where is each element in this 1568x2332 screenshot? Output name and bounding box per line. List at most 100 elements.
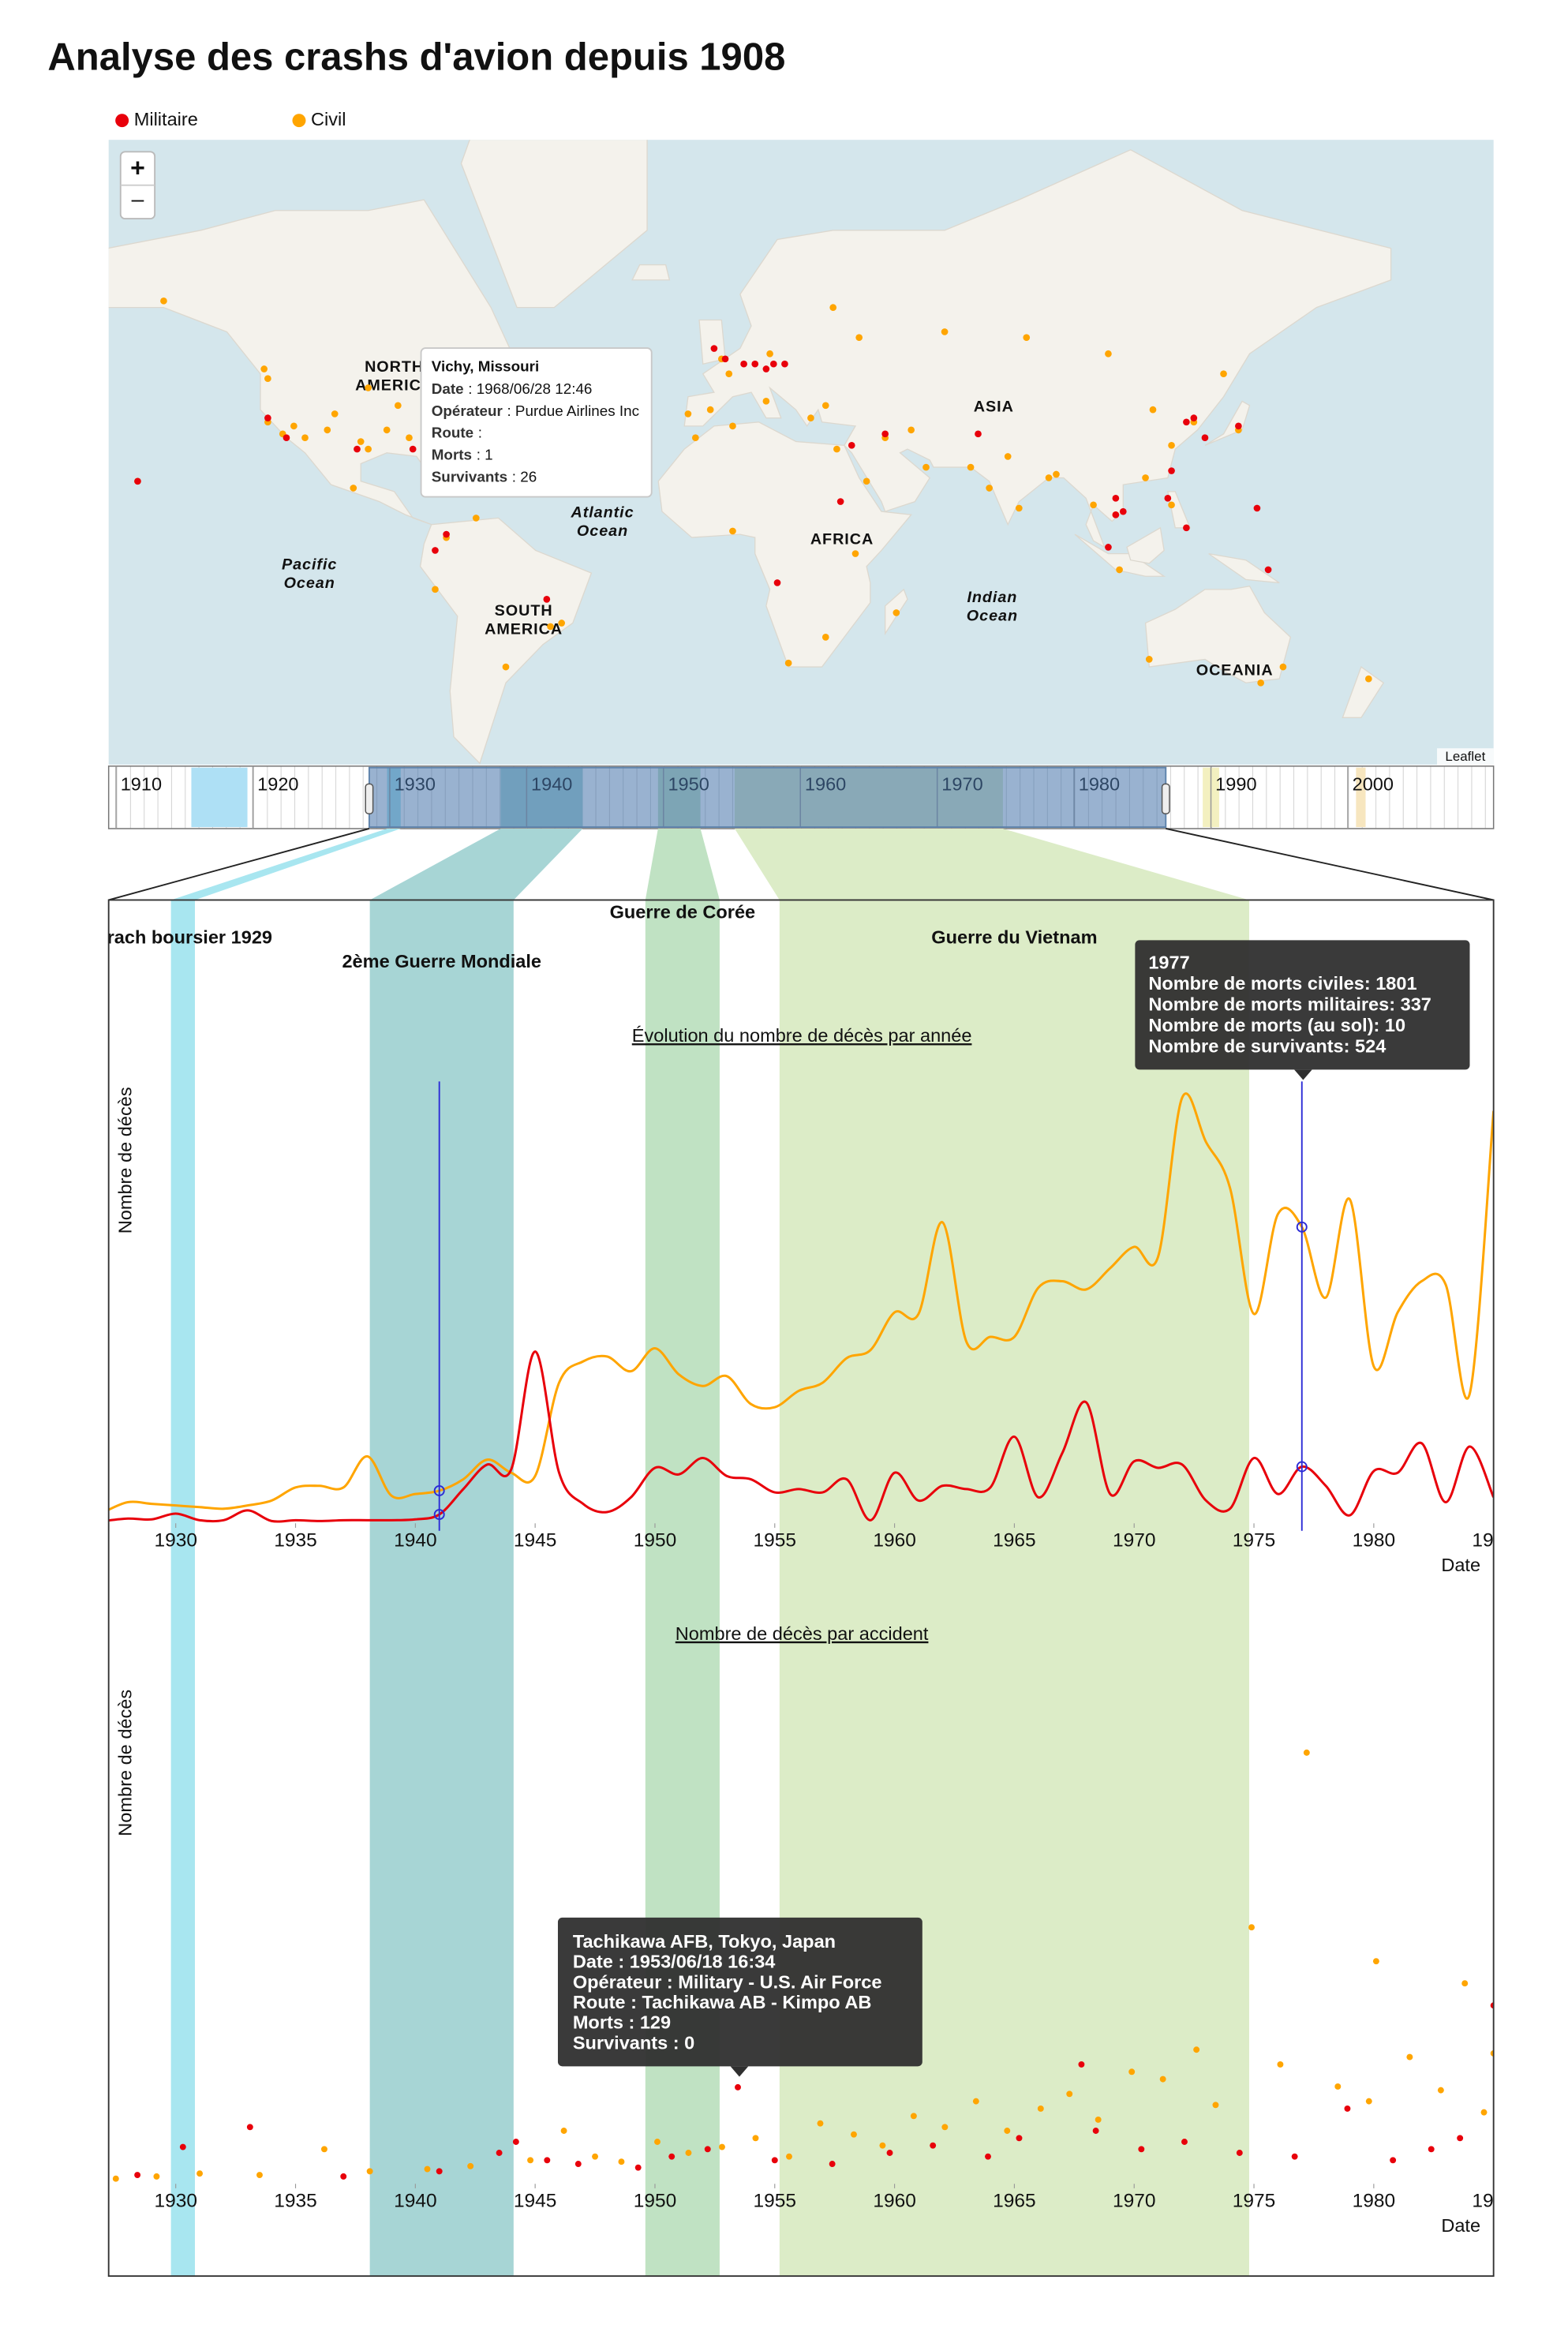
- crash-point[interactable]: [1168, 467, 1175, 474]
- accident-point[interactable]: [1390, 2157, 1397, 2164]
- hover-point[interactable]: [1296, 1461, 1308, 1473]
- crash-point[interactable]: [1168, 441, 1175, 449]
- crash-point[interactable]: [432, 547, 439, 554]
- crash-point[interactable]: [1119, 507, 1127, 515]
- crash-point[interactable]: [836, 498, 844, 505]
- crash-point[interactable]: [773, 579, 781, 586]
- crash-point[interactable]: [706, 406, 714, 414]
- map[interactable]: NORTHAMERICASOUTHAMERICAAFRICAASIAOCEANI…: [108, 60, 1392, 765]
- crash-point[interactable]: [851, 550, 859, 557]
- accident-point[interactable]: [1159, 2076, 1166, 2083]
- accident-point[interactable]: [544, 2157, 551, 2164]
- accident-point[interactable]: [886, 2150, 893, 2156]
- crash-point[interactable]: [264, 375, 271, 383]
- accident-point[interactable]: [134, 2172, 141, 2178]
- accident-point[interactable]: [196, 2170, 204, 2177]
- crash-point[interactable]: [324, 426, 331, 434]
- crash-point[interactable]: [1183, 524, 1190, 532]
- hover-point[interactable]: [1296, 1221, 1308, 1233]
- accident-point[interactable]: [735, 2083, 741, 2091]
- brush-handle[interactable]: [1161, 783, 1170, 814]
- crash-point[interactable]: [1045, 474, 1053, 481]
- accident-point[interactable]: [1344, 2106, 1351, 2112]
- accident-point[interactable]: [704, 2146, 711, 2153]
- accident-point[interactable]: [634, 2164, 642, 2171]
- crash-point[interactable]: [941, 328, 949, 335]
- crash-point[interactable]: [784, 659, 792, 667]
- crash-point[interactable]: [558, 619, 566, 627]
- accident-point[interactable]: [1457, 2135, 1464, 2142]
- accident-point[interactable]: [1490, 2002, 1497, 2009]
- accident-point[interactable]: [527, 2157, 534, 2164]
- crash-point[interactable]: [751, 360, 759, 368]
- crash-point[interactable]: [1053, 470, 1060, 478]
- accident-point[interactable]: [941, 2124, 949, 2131]
- accident-point[interactable]: [1016, 2135, 1023, 2142]
- accident-point[interactable]: [340, 2173, 347, 2180]
- crash-point[interactable]: [547, 623, 554, 631]
- crash-point[interactable]: [443, 530, 450, 538]
- crash-point[interactable]: [967, 463, 975, 471]
- crash-point[interactable]: [1090, 501, 1097, 509]
- accident-point[interactable]: [771, 2157, 778, 2164]
- crash-point[interactable]: [986, 485, 993, 492]
- crash-point[interactable]: [1168, 501, 1175, 509]
- crash-point[interactable]: [762, 365, 770, 372]
- crash-point[interactable]: [365, 445, 372, 453]
- crash-point[interactable]: [260, 365, 268, 372]
- accident-point[interactable]: [424, 2165, 431, 2173]
- crash-point[interactable]: [692, 434, 699, 442]
- crash-point[interactable]: [1023, 334, 1031, 342]
- crash-point[interactable]: [907, 426, 915, 434]
- crash-point[interactable]: [1190, 414, 1198, 421]
- accident-point[interactable]: [1334, 2083, 1342, 2090]
- crash-point[interactable]: [725, 370, 733, 377]
- attribution[interactable]: Leaflet: [1445, 749, 1485, 764]
- timeline-brush[interactable]: [368, 766, 1167, 829]
- crash-point[interactable]: [409, 445, 417, 453]
- crash-point[interactable]: [1149, 406, 1157, 414]
- crash-point[interactable]: [710, 345, 718, 352]
- crash-point[interactable]: [721, 355, 729, 363]
- crash-point[interactable]: [1164, 494, 1172, 502]
- accident-point[interactable]: [1277, 2061, 1284, 2068]
- accident-point[interactable]: [985, 2153, 991, 2160]
- crash-point[interactable]: [1105, 544, 1112, 551]
- crash-point[interactable]: [283, 434, 290, 442]
- crash-point[interactable]: [922, 463, 930, 471]
- accident-point[interactable]: [1193, 2046, 1200, 2053]
- accident-point[interactable]: [1437, 2087, 1444, 2094]
- crash-point[interactable]: [354, 445, 361, 453]
- accident-point[interactable]: [153, 2173, 160, 2180]
- crash-point[interactable]: [833, 445, 840, 453]
- crash-point[interactable]: [331, 410, 339, 417]
- crash-point[interactable]: [1257, 679, 1264, 687]
- zoom-out[interactable]: –: [132, 186, 144, 211]
- accident-point[interactable]: [1004, 2128, 1011, 2134]
- crash-point[interactable]: [975, 430, 982, 438]
- crash-point[interactable]: [1105, 350, 1112, 357]
- crash-point[interactable]: [350, 485, 357, 492]
- crash-point[interactable]: [781, 360, 788, 368]
- crash-point[interactable]: [1264, 566, 1272, 574]
- accident-point[interactable]: [1078, 2061, 1085, 2068]
- crash-point[interactable]: [881, 430, 889, 438]
- crash-point[interactable]: [863, 477, 870, 485]
- accident-point[interactable]: [1037, 2106, 1044, 2112]
- accident-point[interactable]: [1480, 2109, 1488, 2116]
- accident-point[interactable]: [618, 2158, 625, 2165]
- crash-point[interactable]: [394, 402, 402, 410]
- accident-point[interactable]: [1406, 2053, 1413, 2061]
- crash-point[interactable]: [740, 360, 747, 368]
- legend-label[interactable]: Militaire: [134, 109, 198, 129]
- accident-point[interactable]: [719, 2143, 725, 2150]
- hover-point[interactable]: [433, 1509, 445, 1521]
- accident-point[interactable]: [1212, 2102, 1219, 2109]
- crash-point[interactable]: [264, 414, 271, 421]
- accident-point[interactable]: [256, 2172, 263, 2178]
- accident-point[interactable]: [1428, 2146, 1435, 2153]
- zoom-in[interactable]: +: [130, 153, 145, 182]
- accident-point[interactable]: [1490, 2049, 1497, 2057]
- crash-point[interactable]: [807, 414, 814, 421]
- accident-point[interactable]: [112, 2175, 119, 2182]
